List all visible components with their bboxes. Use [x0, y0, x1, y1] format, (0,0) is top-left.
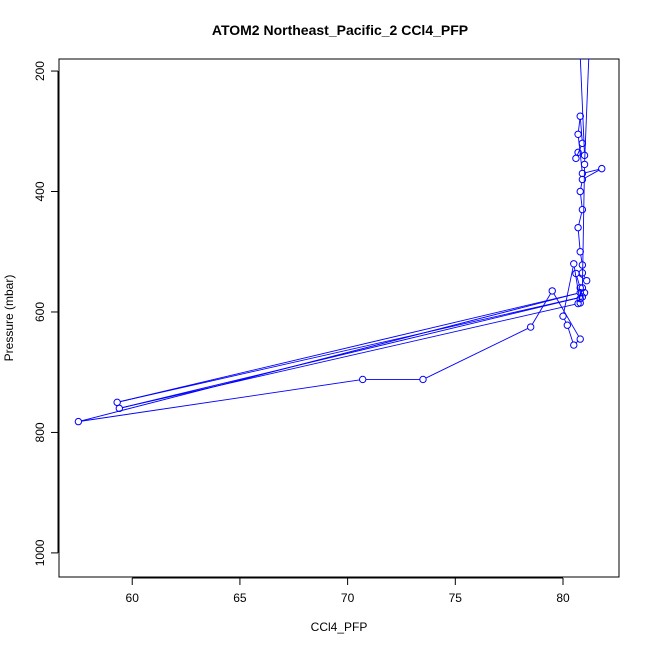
- data-point: [570, 260, 578, 268]
- data-point: [578, 139, 587, 148]
- series-layer: [74, 59, 606, 426]
- series-segment: [563, 318, 567, 323]
- series-segment: [579, 59, 585, 153]
- data-point: [574, 299, 582, 308]
- x-tick-label: 70: [341, 591, 355, 605]
- series-segment: [576, 146, 582, 156]
- data-point: [115, 404, 124, 413]
- data-point: [576, 112, 584, 120]
- data-point: [576, 335, 584, 343]
- data-point: [74, 417, 83, 426]
- series-segment: [580, 254, 583, 262]
- data-point: [578, 284, 587, 292]
- y-axis-label: Pressure (mbar): [2, 275, 16, 362]
- series-segment: [584, 59, 590, 162]
- data-point: [419, 375, 427, 384]
- series-segment: [563, 266, 574, 314]
- series-segment: [573, 266, 581, 300]
- series-segment: [580, 119, 583, 141]
- y-tick-label: 800: [33, 422, 47, 442]
- x-tick-label: 65: [233, 591, 247, 605]
- data-point: [586, 59, 591, 60]
- series-segment: [578, 212, 583, 225]
- series-segment: [122, 297, 580, 409]
- data-point: [580, 160, 589, 169]
- series-clip-group: [74, 59, 606, 426]
- series-segment: [425, 328, 529, 379]
- x-tick-label: 60: [126, 591, 140, 605]
- data-point: [358, 375, 367, 384]
- data-point: [576, 187, 584, 196]
- series-segment: [531, 293, 551, 325]
- data-point: [559, 312, 567, 320]
- data-point: [576, 289, 584, 297]
- data-point: [580, 151, 589, 160]
- data-point: [578, 59, 583, 60]
- y-axis: 200 400 600 800 1000: [33, 61, 59, 566]
- series-segment: [567, 328, 574, 343]
- series-segment: [578, 119, 581, 132]
- data-point: [113, 398, 121, 407]
- data-point: [574, 130, 582, 138]
- y-tick-label: 1000: [33, 539, 47, 566]
- data-point: [563, 321, 572, 329]
- x-axis: 60 65 70 75 80: [126, 577, 570, 605]
- data-point: [572, 154, 580, 163]
- data-point: [574, 223, 582, 232]
- data-point: [576, 248, 584, 256]
- plot-frame: [58, 58, 620, 578]
- data-point: [576, 284, 584, 292]
- series-segment: [577, 230, 581, 249]
- data-point: [548, 287, 556, 295]
- series-segment: [81, 379, 360, 422]
- series-segment: [580, 182, 583, 189]
- x-axis-label: CCl4_PFP: [311, 620, 368, 634]
- data-point: [570, 341, 578, 349]
- series-segment: [576, 276, 580, 285]
- data-point: [578, 261, 587, 269]
- data-point: [578, 293, 587, 301]
- data-point: [578, 205, 587, 214]
- data-point: [582, 276, 591, 285]
- x-tick-label: 80: [556, 591, 570, 605]
- y-tick-label: 600: [33, 302, 47, 322]
- series-segment: [585, 168, 599, 174]
- data-point: [580, 289, 589, 297]
- data-point: [578, 175, 587, 184]
- data-point: [572, 269, 580, 278]
- series-segment: [81, 293, 578, 422]
- data-point: [598, 164, 606, 173]
- y-tick-label: 400: [33, 181, 47, 201]
- series-segment: [581, 167, 585, 285]
- series-segment: [584, 169, 600, 179]
- data-point: [526, 323, 535, 331]
- series-segment: [578, 274, 585, 280]
- series-segment: [120, 293, 578, 403]
- series-segment: [120, 297, 580, 403]
- x-tick-label: 75: [449, 591, 463, 605]
- series-segment: [122, 303, 576, 409]
- y-tick-label: 200: [33, 61, 47, 81]
- series-segment: [580, 194, 583, 207]
- chart-title: ATOM2 Northeast_Pacific_2 CCl4_PFP: [212, 22, 468, 38]
